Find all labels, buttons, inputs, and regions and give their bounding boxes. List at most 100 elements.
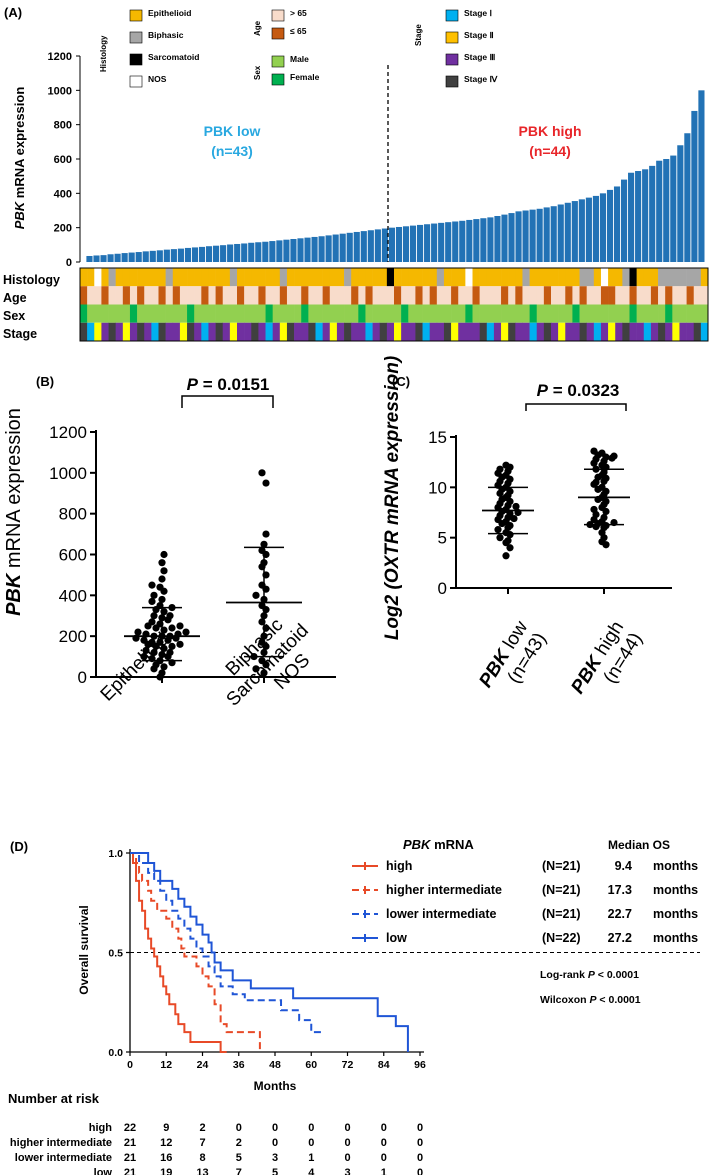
b-plot-data-point <box>148 597 156 606</box>
track-cell-stage <box>158 322 166 341</box>
track-cell-sex <box>201 304 209 323</box>
panel-a-y-tick-label: 600 <box>54 154 72 166</box>
track-cell-histology <box>686 268 695 287</box>
expression-bar <box>107 254 114 262</box>
expression-bar <box>543 207 550 262</box>
expression-bar <box>550 206 557 262</box>
track-cell-stage <box>465 322 473 341</box>
risk-count: 5 <box>236 1152 242 1164</box>
track-cell-sex <box>315 304 323 323</box>
track-cell-histology <box>508 268 516 287</box>
track-cell-histology <box>344 268 352 287</box>
b-plot-data-point <box>262 530 270 538</box>
track-cell-age <box>344 286 352 305</box>
legend-swatch-histology <box>129 75 143 88</box>
track-cell-histology <box>700 268 709 287</box>
expression-bar <box>606 189 614 262</box>
track-cell-histology <box>279 268 288 287</box>
expression-bar <box>663 159 670 262</box>
b-plot-data-point <box>252 665 260 673</box>
expression-bar <box>269 241 276 262</box>
track-cell-age <box>208 286 216 305</box>
track-cell-sex <box>358 304 366 323</box>
expression-bar <box>311 236 318 262</box>
panel-b-ylabel-rest: mRNA expression <box>3 408 25 574</box>
track-cell-histology <box>358 268 366 287</box>
track-cell-age <box>636 286 645 305</box>
track-cell-sex <box>615 304 623 323</box>
track-label: Sex <box>3 309 25 323</box>
expression-bar <box>213 245 220 262</box>
track-cell-stage <box>600 322 609 341</box>
track-cell-stage <box>251 322 259 341</box>
b-plot-data-point <box>260 540 268 548</box>
b-plot-data-point <box>148 638 156 646</box>
track-cell-histology <box>515 268 523 287</box>
track-cell-sex <box>386 304 395 323</box>
b-plot-data-point <box>176 622 184 630</box>
track-cell-sex <box>436 304 445 323</box>
track-cell-histology <box>458 268 466 287</box>
c-plot-y-tick-label: 5 <box>438 529 447 548</box>
track-cell-histology <box>501 268 509 287</box>
track-cell-sex <box>572 304 580 323</box>
track-cell-histology <box>158 268 166 287</box>
track-cell-stage <box>458 322 466 341</box>
expression-bar <box>283 239 290 262</box>
panel-c-xlabel-1: PBK low (n=43) <box>475 617 551 691</box>
track-cell-stage <box>115 322 124 341</box>
track-cell-histology <box>436 268 445 287</box>
track-cell-histology <box>415 268 423 287</box>
risk-count: 21 <box>124 1152 136 1164</box>
risk-row-label: low <box>94 1167 113 1175</box>
expression-bar <box>677 145 684 262</box>
track-cell-age <box>301 286 309 305</box>
track-cell-sex <box>322 304 331 323</box>
track-cell-age <box>565 286 573 305</box>
track-cell-sex <box>536 304 545 323</box>
expression-bar <box>191 247 199 262</box>
track-cell-stage <box>365 322 373 341</box>
risk-count: 21 <box>124 1137 136 1149</box>
panel-b-p: P <box>187 375 199 394</box>
expression-bar <box>353 231 360 262</box>
panel-a-ylabel-italic: PBK <box>12 200 27 229</box>
panel-d-xlabel: Months <box>254 1079 297 1093</box>
km-legend-median: 9.4 <box>615 859 632 873</box>
track-cell-stage <box>586 322 595 341</box>
track-cell-age <box>686 286 695 305</box>
expression-bar <box>670 155 677 262</box>
wilcoxon-prefix: Wilcoxon <box>540 994 590 1006</box>
track-cell-histology <box>322 268 331 287</box>
track-cell-histology <box>258 268 266 287</box>
track-cell-sex <box>636 304 645 323</box>
expression-bar <box>128 252 135 262</box>
track-cell-histology <box>229 268 238 287</box>
track-cell-histology <box>122 268 131 287</box>
expression-bar <box>480 218 487 262</box>
track-cell-histology <box>451 268 459 287</box>
expression-bar <box>417 224 424 262</box>
track-cell-stage <box>272 322 281 341</box>
track-cell-histology <box>565 268 573 287</box>
track-cell-histology <box>172 268 181 287</box>
panel-c-label: (C) <box>392 374 410 389</box>
km-curve-lower-intermediate <box>130 852 324 1034</box>
track-cell-histology <box>351 268 359 287</box>
track-cell-sex <box>501 304 509 323</box>
risk-count: 4 <box>308 1167 315 1175</box>
expression-bar <box>121 253 128 262</box>
expression-bar <box>635 171 642 262</box>
track-cell-sex <box>700 304 709 323</box>
track-cell-age <box>422 286 430 305</box>
risk-count: 12 <box>160 1137 172 1149</box>
track-cell-stage <box>215 322 224 341</box>
expression-bar <box>466 219 473 262</box>
track-cell-stage <box>401 322 409 341</box>
track-cell-age <box>600 286 609 305</box>
track-cell-histology <box>386 268 395 287</box>
track-cell-histology <box>272 268 281 287</box>
annotation-tracks <box>80 268 709 341</box>
legend-swatch-histology <box>129 9 143 22</box>
track-cell-stage <box>244 322 252 341</box>
